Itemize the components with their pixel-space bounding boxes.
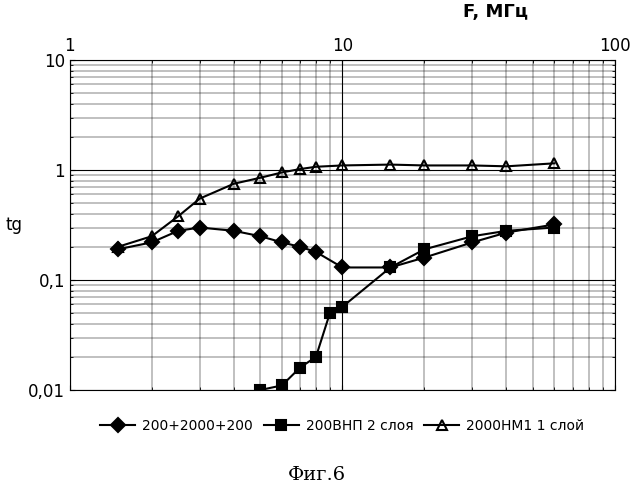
200ВНП 2 слоя <box>469 233 476 239</box>
200ВНП 2 слоя <box>312 354 320 360</box>
2000НМ1 1 слой <box>551 160 559 166</box>
200+2000+200 <box>551 222 559 228</box>
200+2000+200 <box>339 264 346 270</box>
2000НМ1 1 слой <box>469 162 476 168</box>
200ВНП 2 слоя <box>387 264 394 270</box>
200ВНП 2 слоя <box>257 387 264 393</box>
200ВНП 2 слоя <box>296 364 304 370</box>
Text: F, МГц: F, МГц <box>463 3 527 21</box>
200+2000+200 <box>278 240 286 246</box>
200+2000+200 <box>296 244 304 250</box>
200+2000+200 <box>148 240 155 246</box>
Line: 200ВНП 2 слоя: 200ВНП 2 слоя <box>256 222 559 395</box>
2000НМ1 1 слой <box>278 170 286 175</box>
200+2000+200 <box>196 224 204 230</box>
200ВНП 2 слоя <box>326 310 333 316</box>
2000НМ1 1 слой <box>230 180 238 186</box>
200+2000+200 <box>420 254 428 260</box>
2000НМ1 1 слой <box>174 213 182 219</box>
2000НМ1 1 слой <box>387 162 394 168</box>
2000НМ1 1 слой <box>312 164 320 170</box>
200+2000+200 <box>387 264 394 270</box>
2000НМ1 1 слой <box>257 175 264 181</box>
200+2000+200 <box>469 240 476 246</box>
Line: 2000НМ1 1 слой: 2000НМ1 1 слой <box>113 158 559 252</box>
200ВНП 2 слоя <box>503 228 510 234</box>
200ВНП 2 слоя <box>551 224 559 230</box>
2000НМ1 1 слой <box>114 244 122 250</box>
2000НМ1 1 слой <box>420 162 428 168</box>
200ВНП 2 слоя <box>339 304 346 310</box>
200+2000+200 <box>312 249 320 255</box>
Line: 200+2000+200: 200+2000+200 <box>113 220 559 272</box>
2000НМ1 1 слой <box>148 233 155 239</box>
Text: Фиг.6: Фиг.6 <box>288 466 346 484</box>
200+2000+200 <box>114 246 122 252</box>
Legend: 200+2000+200, 200ВНП 2 слоя, 2000НМ1 1 слой: 200+2000+200, 200ВНП 2 слоя, 2000НМ1 1 с… <box>95 414 590 438</box>
200ВНП 2 слоя <box>278 382 286 388</box>
200+2000+200 <box>503 230 510 235</box>
2000НМ1 1 слой <box>296 166 304 172</box>
200+2000+200 <box>257 233 264 239</box>
2000НМ1 1 слой <box>339 162 346 168</box>
Y-axis label: tg: tg <box>6 216 22 234</box>
200+2000+200 <box>230 228 238 234</box>
2000НМ1 1 слой <box>196 196 204 202</box>
2000НМ1 1 слой <box>503 164 510 170</box>
200ВНП 2 слоя <box>420 246 428 252</box>
200+2000+200 <box>174 228 182 234</box>
